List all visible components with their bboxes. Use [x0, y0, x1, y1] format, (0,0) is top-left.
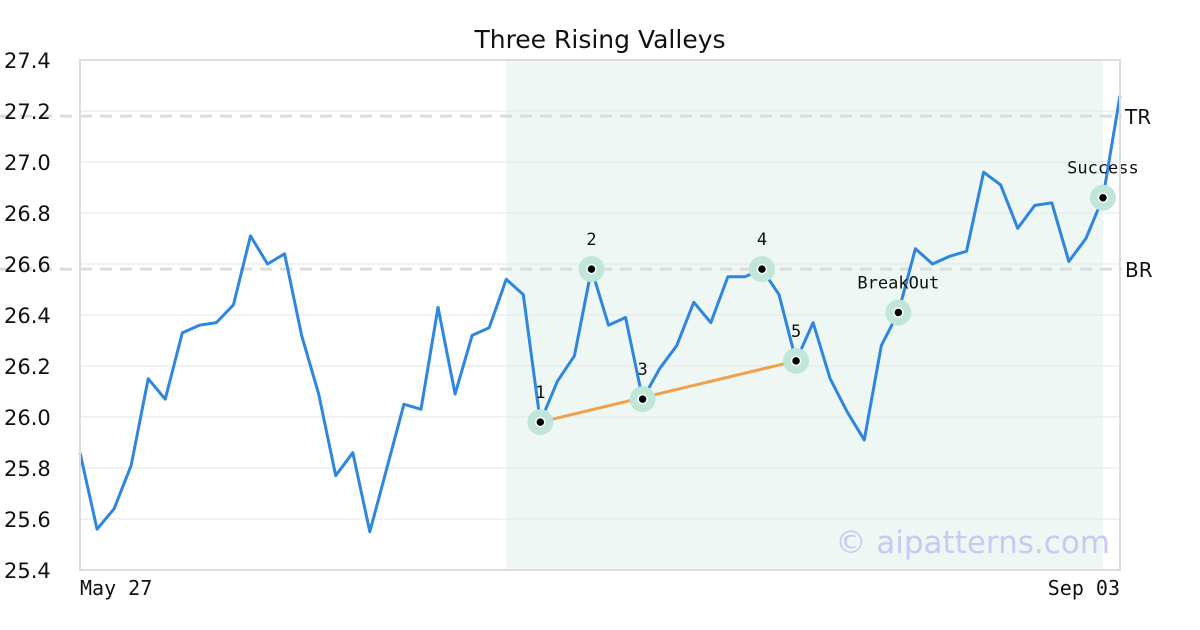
point-label: 1	[535, 383, 545, 403]
point-label: 3	[637, 360, 647, 380]
plot-frame	[79, 59, 1121, 571]
y-tick-label: 26.4	[4, 304, 51, 328]
price-series-line	[78, 95, 1122, 534]
point-label: 4	[757, 230, 767, 250]
point-dot	[1097, 192, 1109, 203]
watermark: © aipatterns.com	[835, 525, 1110, 561]
reference-label-br: BR	[1125, 258, 1153, 282]
y-tick-label: 25.8	[4, 457, 51, 481]
point-dot	[535, 416, 546, 428]
point-dot	[790, 355, 802, 367]
point-dot	[637, 393, 648, 405]
x-tick-label: May 27	[80, 576, 152, 600]
reference-lines: TR BR	[0, 105, 1153, 282]
y-tick-label: 27.0	[4, 151, 51, 175]
reference-label-tr: TR	[1124, 105, 1151, 129]
x-tick-label: Sep 03	[1048, 576, 1120, 600]
y-tick-label: 27.2	[4, 100, 51, 124]
point-label: BreakOut	[857, 273, 939, 293]
y-axis-ticks: 25.4 25.6 25.8 26.0 26.2 26.4 26.6 26.8 27.0 27.2…	[4, 49, 51, 583]
y-tick-label: 26.2	[4, 355, 51, 379]
y-tick-label: 25.6	[4, 508, 51, 532]
point-dot	[893, 307, 904, 318]
y-tick-label: 25.4	[4, 559, 51, 583]
point-label: Success	[1067, 159, 1139, 179]
valley-trendline	[539, 359, 797, 424]
point-dot	[586, 263, 597, 275]
y-tick-label: 26.8	[4, 202, 51, 226]
point-label: 5	[791, 322, 801, 342]
point-dot	[756, 263, 768, 275]
y-tick-label: 26.0	[4, 406, 51, 430]
point-label: 2	[586, 230, 596, 250]
y-tick-label: 26.6	[4, 253, 51, 277]
y-tick-label: 27.4	[4, 49, 51, 73]
x-axis-ticks: May 27 Sep 03	[80, 576, 1120, 600]
chart-title: Three Rising Valleys	[473, 25, 725, 54]
